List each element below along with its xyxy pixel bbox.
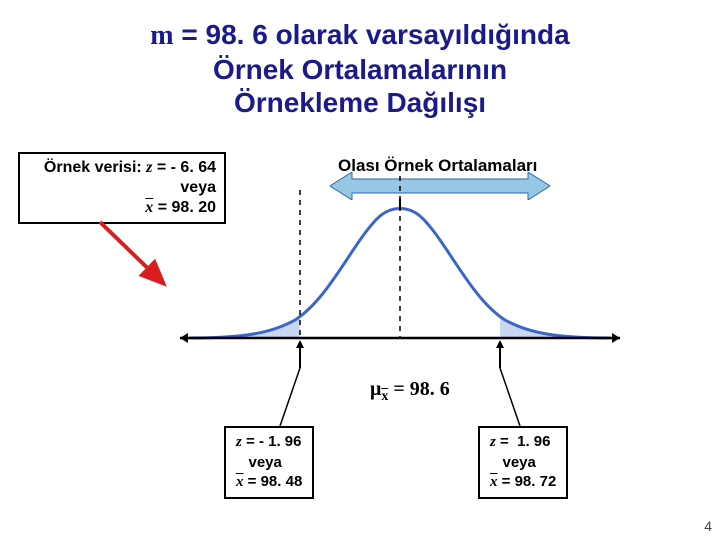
- title-l2: Örnek Ortalamalarının: [213, 54, 507, 85]
- red-arrow-icon: [94, 218, 174, 294]
- title-l1: = 98. 6 olarak varsayıldığında: [174, 19, 570, 50]
- slide: m = 98. 6 olarak varsayıldığında Örnek O…: [0, 0, 720, 540]
- rz-z: z = 1. 96: [490, 432, 556, 453]
- left-crit-box: z = - 1. 96 veya x = 98. 48: [224, 426, 314, 499]
- rz-or: veya: [490, 453, 556, 473]
- title-mu: m: [150, 20, 173, 51]
- page-number: 4: [704, 518, 712, 534]
- bell-curve: [170, 168, 630, 378]
- slide-title: m = 98. 6 olarak varsayıldığında Örnek O…: [0, 18, 720, 120]
- lz-or: veya: [236, 453, 302, 473]
- lz-x: x = 98. 48: [236, 472, 302, 493]
- title-l3: Örnekleme Dağılışı: [234, 87, 486, 118]
- right-crit-box: z = 1. 96 veya x = 98. 72: [478, 426, 568, 499]
- rz-x: x = 98. 72: [490, 472, 556, 493]
- connectors: [170, 360, 630, 430]
- lz-z: z = - 1. 96: [236, 432, 302, 453]
